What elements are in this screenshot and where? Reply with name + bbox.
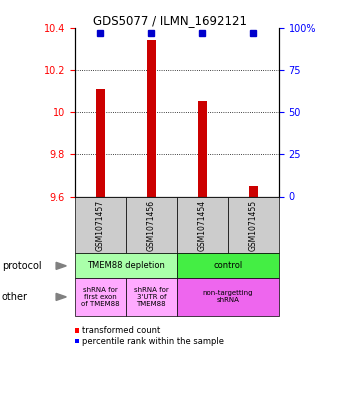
Bar	[249, 186, 258, 196]
Text: non-targetting
shRNA: non-targetting shRNA	[203, 290, 253, 303]
Text: GSM1071454: GSM1071454	[198, 199, 207, 251]
Text: TMEM88 depletion: TMEM88 depletion	[87, 261, 165, 270]
Text: GSM1071456: GSM1071456	[147, 199, 156, 251]
Text: other: other	[2, 292, 28, 302]
Text: transformed count: transformed count	[82, 326, 160, 335]
Text: percentile rank within the sample: percentile rank within the sample	[82, 337, 224, 345]
Bar	[96, 89, 105, 196]
Text: GDS5077 / ILMN_1692121: GDS5077 / ILMN_1692121	[93, 14, 247, 27]
Text: control: control	[213, 261, 242, 270]
Text: protocol: protocol	[2, 261, 41, 271]
Text: shRNA for
first exon
of TMEM88: shRNA for first exon of TMEM88	[81, 287, 120, 307]
Bar	[198, 101, 207, 196]
Text: shRNA for
3'UTR of
TMEM88: shRNA for 3'UTR of TMEM88	[134, 287, 169, 307]
Bar	[147, 40, 156, 196]
Text: GSM1071455: GSM1071455	[249, 199, 258, 251]
Text: GSM1071457: GSM1071457	[96, 199, 105, 251]
